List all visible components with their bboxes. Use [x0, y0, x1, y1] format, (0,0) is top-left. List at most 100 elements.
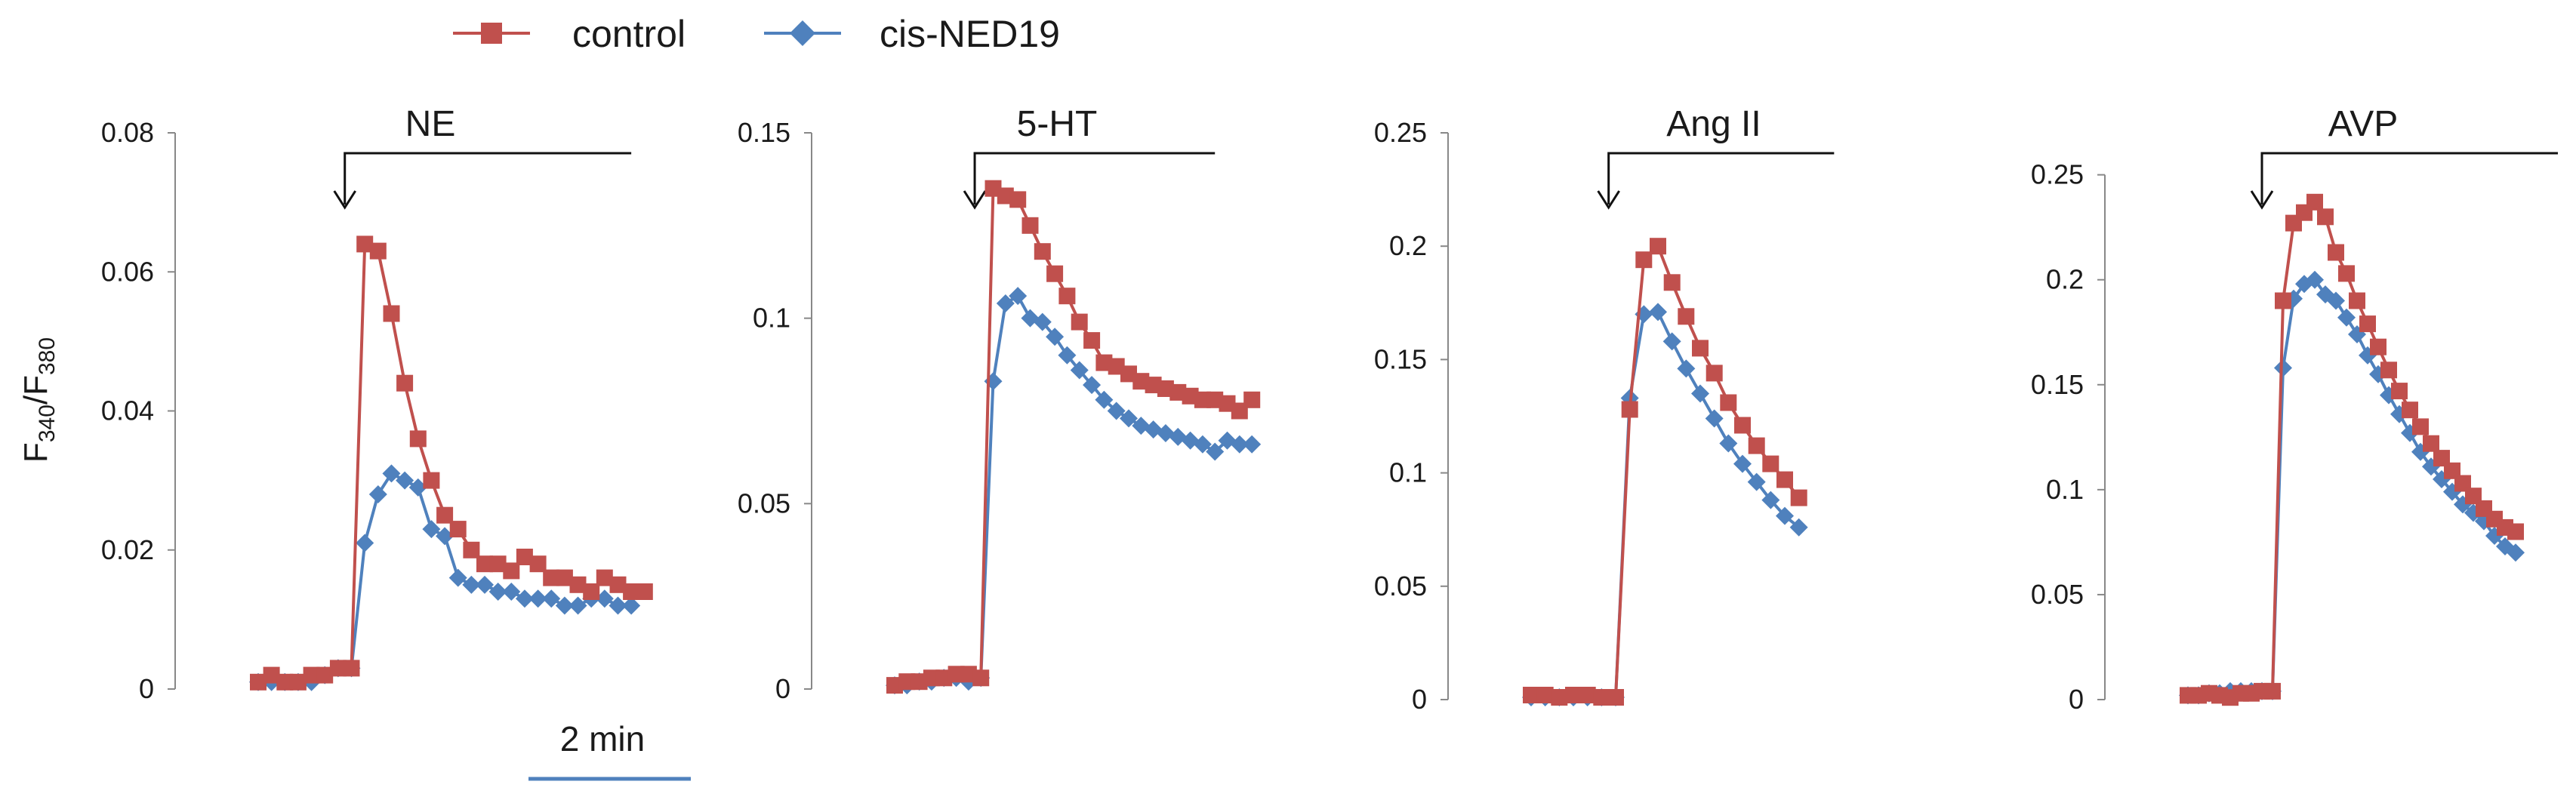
5-ht-y-tick-label: 0.05	[738, 488, 790, 518]
ang-ii-control-point	[1678, 308, 1695, 325]
ang-ii-control-point	[1776, 471, 1793, 488]
ne-y-tick-label: 0.02	[101, 534, 154, 565]
legend-cis-ned19-label: cis-NED19	[880, 13, 1060, 55]
avp-control-point	[2423, 435, 2439, 452]
ang-ii-control-point	[1621, 401, 1638, 418]
5-ht-control-point	[1083, 332, 1101, 349]
ang-ii-control-point	[1790, 489, 1807, 506]
ang-ii-cis-ned19-point	[1649, 303, 1667, 321]
ang-ii-cis-ned19-point	[1677, 359, 1696, 378]
ang-ii-y-tick-label: 0.25	[1374, 117, 1427, 148]
avp-control-point	[2402, 401, 2418, 419]
panel-5-ht: 0 0.05 0.1 0.15 5-HT	[738, 104, 1262, 704]
5-ht-control-line	[894, 186, 1253, 688]
ne-control-point	[303, 666, 320, 684]
ne-control-point	[329, 660, 347, 677]
ne-control-point	[263, 666, 280, 684]
avp-control-point	[2433, 450, 2450, 467]
ne-cis-ned19-point	[502, 583, 521, 601]
avp-control-point	[2507, 523, 2524, 540]
legend-control-marker	[481, 23, 502, 44]
ne-control-point	[436, 506, 454, 524]
avp-control-point	[2412, 418, 2429, 435]
avp-control-point	[2465, 488, 2482, 505]
ne-cis-ned19-point	[436, 527, 454, 546]
5-ht-control-point	[972, 669, 990, 687]
ne-cis-ned19-point	[569, 596, 587, 615]
avp-cis-ned19-point	[2507, 543, 2525, 562]
ne-control-line	[257, 241, 645, 684]
ne-control-point	[276, 673, 294, 691]
ne-control-point	[383, 305, 400, 322]
ne-control-point	[529, 555, 547, 573]
legend: control cis-NED19	[453, 13, 1060, 55]
ne-control-point	[476, 555, 493, 573]
5-ht-cis-ned19-point	[1095, 390, 1114, 409]
ne-control-point	[396, 374, 414, 392]
ne-control-point	[569, 576, 587, 593]
avp-control-point	[2264, 682, 2281, 700]
ang-ii-control-point	[1536, 687, 1554, 703]
avp-control-point	[2359, 315, 2376, 333]
ne-control-point	[449, 521, 467, 538]
ang-ii-cis-ned19-point	[1733, 454, 1752, 473]
ang-ii-control-point	[1650, 238, 1666, 255]
avp-y-tick-label: 0	[2069, 684, 2084, 715]
avp-cis-ned19-point	[2337, 308, 2356, 327]
avp-cis-ned19-point	[2274, 358, 2292, 377]
ne-cis-ned19-point	[408, 478, 427, 497]
avp-control-point	[2317, 208, 2334, 226]
5-ht-control-point	[1071, 313, 1088, 331]
ne-cis-ned19-point	[542, 589, 561, 608]
ang-ii-cis-ned19-line	[1531, 310, 1800, 699]
ne-cis-ned19-point	[382, 464, 401, 483]
ang-ii-y-tick-label: 0.2	[1389, 230, 1427, 261]
ne-cis-ned19-point	[396, 471, 414, 490]
ang-ii-control-point	[1692, 340, 1709, 357]
avp-control-point	[2338, 265, 2355, 282]
ne-cis-ned19-point	[422, 520, 441, 539]
ne-cis-ned19-point	[488, 583, 507, 601]
ne-control-point	[409, 430, 427, 448]
ang-ii-y-tick-label: 0.15	[1374, 343, 1427, 374]
5-ht-control-point	[1243, 391, 1261, 408]
ne-cis-ned19-point	[622, 596, 641, 615]
ang-ii-y-tick-label: 0.05	[1374, 571, 1427, 601]
ang-ii-cis-ned19-point	[1691, 384, 1709, 403]
5-ht-control-point	[1009, 191, 1027, 208]
ang-ii-cis-ned19-point	[1761, 491, 1780, 509]
avp-control-point	[2275, 292, 2291, 309]
5-ht-cis-ned19-point	[1193, 435, 1212, 454]
ne-control-point	[356, 235, 374, 253]
ang-ii-control-point	[1762, 455, 1779, 472]
avp-y-tick-label: 0.2	[2046, 264, 2084, 295]
ang-ii-control-point	[1720, 394, 1737, 411]
ang-ii-control-point	[1706, 365, 1723, 382]
5-ht-cis-ned19-point	[1120, 409, 1138, 428]
ne-control-point	[289, 673, 307, 691]
avp-y-tick-label: 0.05	[2031, 579, 2084, 610]
avp-cis-ned19-point	[2306, 270, 2324, 289]
ang-ii-cis-ned19-point	[1776, 506, 1794, 525]
panel-ang-ii: 0 0.05 0.1 0.15 0.2 0.25 Ang II	[1374, 104, 1835, 715]
ang-ii-stimulus-arrow	[1597, 190, 1620, 210]
ne-control-point	[543, 569, 560, 586]
ang-ii-control-point	[1565, 687, 1582, 703]
ne-control-point	[583, 583, 600, 600]
ne-control-point	[596, 569, 613, 586]
ne-y-tick-label: 0.06	[101, 256, 154, 287]
ne-y-tick-label: 0.04	[101, 395, 154, 426]
5-ht-cis-ned19-point	[1107, 401, 1126, 420]
5-ht-cis-ned19-point	[1033, 312, 1052, 331]
ne-control-point	[316, 666, 334, 684]
5-ht-cis-ned19-point	[1083, 376, 1102, 395]
ne-control-point	[556, 569, 573, 586]
5-ht-cis-ned19-point	[1058, 346, 1077, 365]
avp-control-point	[2370, 338, 2386, 355]
avp-y-tick-label: 0.15	[2031, 369, 2084, 400]
ne-cis-ned19-point	[555, 596, 574, 615]
ne-cis-ned19-point	[515, 589, 534, 608]
ne-control-point	[609, 576, 627, 593]
5-ht-control-point	[1046, 265, 1064, 282]
